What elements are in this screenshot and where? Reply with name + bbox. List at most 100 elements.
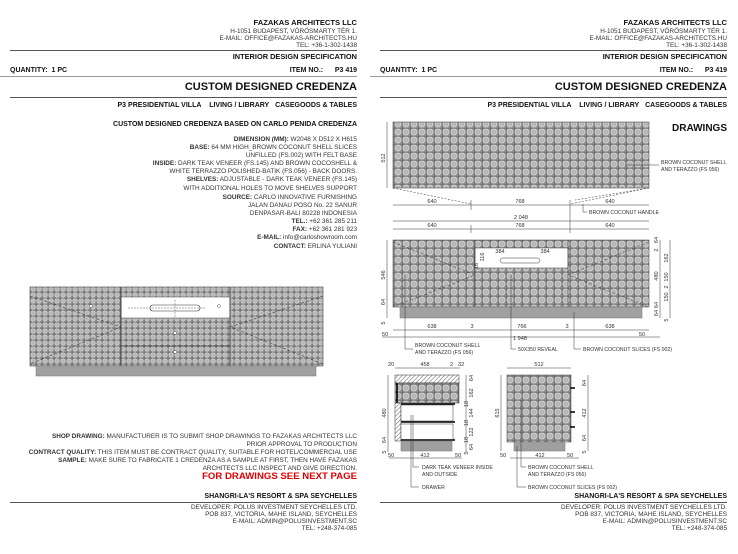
spec-line: WHITE TERRAZZO POLISHED-BATIK (FS.056) -… [169, 168, 357, 176]
see-next-page: FOR DRAWINGS SEE NEXT PAGE [202, 471, 357, 482]
dim-label: 32 [458, 362, 464, 368]
dim-label: 5 [464, 451, 470, 454]
dim-label: 384 [495, 249, 504, 255]
side-view [500, 367, 589, 488]
source-line: FAX: +62 361 281 923 [292, 226, 358, 234]
company-email: E-MAIL: OFFICE@FAZAKAS-ARCHITECTS.HU [219, 35, 357, 42]
front-view [382, 239, 671, 350]
dim-label: 2 [450, 362, 453, 368]
dim-label: 150 [664, 272, 670, 281]
dim-label: 116 [480, 253, 486, 262]
divider [370, 76, 727, 77]
callout: AND OUTSIDE [422, 472, 458, 478]
quantity-value: 1 PC [51, 67, 68, 74]
item-no-label: ITEM NO.: [659, 67, 694, 74]
dim-label: 1 948 [513, 336, 527, 342]
callout: BROWN COCONUT HANDLE [589, 210, 659, 216]
dim-label: 766 [517, 324, 526, 330]
dim-label: 50 [567, 453, 573, 459]
developer-email: E-MAIL: ADMIN@POLUSINVESTMENT.SC [602, 518, 727, 525]
dim-label: 64 [654, 237, 660, 243]
source-details: SOURCE: CARLO INNOVATIVE FURNISHING JALA… [223, 194, 357, 251]
base [35, 365, 317, 377]
credenza-preview-drawing [29, 286, 324, 377]
dim-label: 5 [582, 450, 588, 453]
quantity-label: QUANTITY: [380, 67, 418, 74]
quantity: QUANTITY: 1 PC [380, 67, 437, 74]
dim-label: 64 [582, 435, 588, 441]
dim-label: 18 [464, 420, 470, 426]
company-name: FAZAKAS ARCHITECTS LLC [253, 18, 358, 27]
callout: AND TERAZZO (FS 056) [661, 167, 719, 173]
dim-label: 5 [382, 450, 388, 453]
company-tel: TEL: +36-1-302-1438 [296, 42, 357, 49]
dim-label: 162 [664, 253, 670, 262]
quantity-label: QUANTITY: [10, 67, 48, 74]
item-no: ITEM NO.: P3 419 [290, 67, 357, 74]
developer: DEVELOPER: POLUS INVESTMENT SEYCHELLES L… [191, 504, 357, 511]
spec-line: SHELVES: ADJUSTABLE - DARK TEAK VENEER (… [186, 176, 357, 184]
callout: DARK TEAK VENEER INSIDE [422, 465, 493, 471]
spec-line: BASE: 64 MM HIGH_BROWN COCONUT SHELL SLI… [189, 144, 357, 152]
company-email: E-MAIL: OFFICE@FAZAKAS-ARCHITECTS.HU [589, 35, 727, 42]
drawings-page: FAZAKAS ARCHITECTS LLC H-1051 BUDAPEST, … [370, 0, 738, 554]
dim-label: 512 [534, 362, 543, 368]
drawings-heading: DRAWINGS [672, 123, 727, 134]
dim-label: 384 [540, 249, 549, 255]
item-no-value: P3 419 [704, 67, 727, 74]
divider [380, 502, 727, 503]
dim-label: 3 [565, 324, 568, 330]
divider [380, 50, 727, 51]
dim-label: 150 [664, 292, 670, 301]
callout: AND TERAZZO (FS 056) [415, 350, 473, 356]
dim-label: 768 [515, 199, 524, 205]
dim-label: 50 [455, 453, 461, 459]
dim-label: 64 [469, 444, 475, 450]
dim-label: 16 [474, 263, 480, 269]
page-title: CUSTOM DESIGNED CREDENZA [184, 81, 357, 93]
spec-subtitle: CUSTOM DESIGNED CREDENZA BASED ON CARLO … [113, 121, 357, 128]
room: LIVING / LIBRARY [579, 102, 640, 109]
category: CASEGOODS & TABLES [275, 102, 357, 109]
dim-label: 640 [427, 223, 436, 229]
spec-line: DIMENSION (MM): W2048 X D512 X H615 [233, 136, 357, 143]
source-line: SOURCE: CARLO INNOVATIVE FURNISHING [222, 194, 357, 201]
top-view [386, 121, 659, 233]
callout: BROWN COCONUT SHELL [415, 343, 480, 349]
doc-type: INTERIOR DESIGN SPECIFICATION [232, 52, 357, 61]
dim-label: 638 [605, 324, 614, 330]
spec-line: INSIDE: DARK TEAK VENEER (FS.145) AND BR… [152, 160, 357, 168]
dim-base: 64 [381, 299, 387, 305]
dim-label: 18 [464, 401, 470, 407]
project-line: P3 PRESIDENTIAL VILLA LIVING / LIBRARY C… [488, 102, 727, 109]
developer-tel: TEL: +248-374-085 [671, 525, 727, 532]
dim-label: 412 [582, 408, 588, 417]
dim-label: 162 [469, 388, 475, 397]
item-no-value: P3 419 [334, 67, 357, 74]
dim-label: 50 [639, 332, 645, 338]
dim-label: 480 [654, 271, 660, 280]
divider [380, 97, 727, 98]
developer-address: POB 837, VICTORIA, MAHE ISLAND, SEYCHELL… [205, 511, 357, 518]
dim-label: 20 [388, 362, 394, 368]
dim-label: 5 [381, 321, 387, 324]
source-line: TEL.: +62 361 285 211 [291, 218, 357, 226]
dim-label: 640 [605, 199, 614, 205]
note-line: PRIOR APPROVAL TO PRODUCTION [246, 441, 357, 448]
dim-label: 480 [382, 408, 388, 417]
dim-label: 412 [535, 453, 544, 459]
developer-email: E-MAIL: ADMIN@POLUSINVESTMENT.SC [232, 518, 357, 525]
dim-label: 3 [470, 324, 473, 330]
quantity: QUANTITY: 1 PC [10, 67, 67, 74]
callout: BROWN COCONUT SHELL [528, 465, 593, 471]
spec-page: FAZAKAS ARCHITECTS LLC H-1051 BUDAPEST, … [0, 18, 358, 532]
dim-label: 64 [582, 380, 588, 386]
spec-line: WITH ADDITIONAL HOLES TO MOVE SHELVES SU… [183, 184, 357, 192]
dim-label: 640 [427, 199, 436, 205]
note-line: CONTRACT QUALITY: THIS ITEM MUST BE CONT… [28, 449, 357, 456]
dim-label: 412 [420, 453, 429, 459]
developer: DEVELOPER: POLUS INVESTMENT SEYCHELLES L… [561, 504, 727, 511]
spec-details: DIMENSION (MM): W2048 X D512 X H615 BASE… [153, 136, 357, 193]
dim-label: 768 [515, 223, 524, 229]
location: P3 PRESIDENTIAL VILLA [487, 102, 572, 109]
